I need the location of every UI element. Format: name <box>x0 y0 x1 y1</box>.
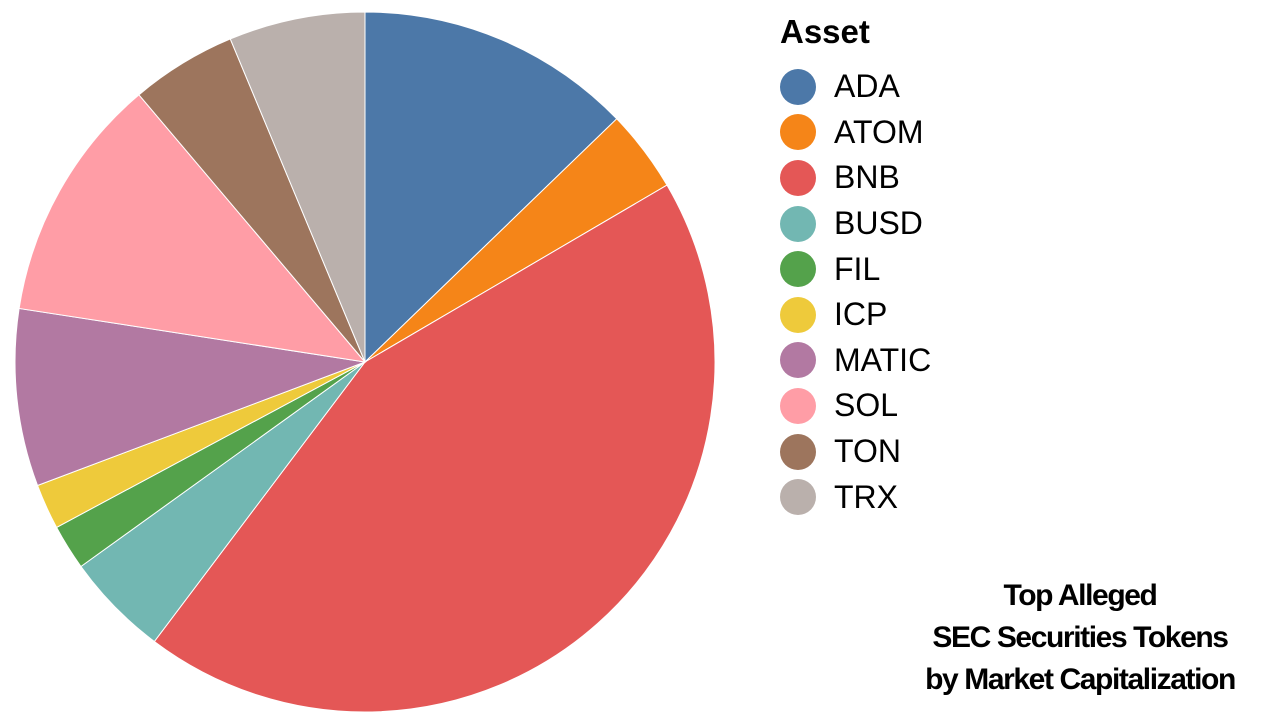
legend-swatch-matic <box>780 342 816 379</box>
legend-label-busd: BUSD <box>834 205 923 242</box>
legend-swatch-sol <box>780 387 816 424</box>
legend-swatch-atom <box>780 114 816 151</box>
legend-label-ton: TON <box>834 433 901 470</box>
legend-swatch-trx <box>780 479 816 516</box>
legend-label-sol: SOL <box>834 387 899 424</box>
legend-item-trx: TRX <box>780 474 1040 520</box>
legend-item-ton: TON <box>780 429 1040 475</box>
legend-label-ada: ADA <box>834 68 900 105</box>
legend-item-ada: ADA <box>780 64 1040 110</box>
legend-label-icp: ICP <box>834 296 888 333</box>
pie-slice-bnb <box>153 184 716 713</box>
legend-swatch-bnb <box>780 159 816 196</box>
legend-swatch-ton <box>780 433 816 470</box>
chart-title-line-2: SEC Securities Tokens <box>932 621 1229 654</box>
legend-item-bnb: BNB <box>780 155 1040 201</box>
pie-chart <box>14 11 716 713</box>
legend-item-atom: ATOM <box>780 110 1040 156</box>
legend-label-matic: MATIC <box>834 341 932 378</box>
legend-label-atom: ATOM <box>834 113 924 150</box>
legend-item-sol: SOL <box>780 383 1040 429</box>
pie-slice-trx <box>229 11 366 363</box>
legend-item-fil: FIL <box>780 246 1040 292</box>
legend-label-fil: FIL <box>834 250 881 287</box>
chart-title-line-3: by Market Capitalization <box>925 663 1236 696</box>
legend-title: Asset <box>780 13 870 50</box>
legend-item-icp: ICP <box>780 292 1040 338</box>
legend-item-matic: MATIC <box>780 338 1040 384</box>
legend: Asset ADA ATOM BNB BUSD FIL ICP MATIC SOL TON TRX <box>780 10 1040 520</box>
legend-label-trx: TRX <box>834 478 898 515</box>
legend-swatch-icp <box>780 296 816 333</box>
legend-swatch-ada <box>780 68 816 105</box>
legend-items: ADA ATOM BNB BUSD FIL ICP MATIC SOL TON TRX <box>780 64 1040 520</box>
pie-slice-matic <box>14 307 367 487</box>
legend-swatch-busd <box>780 205 816 242</box>
pie-slice-sol <box>18 94 367 363</box>
chart-title: Top Alleged SEC Securities Tokens by Mar… <box>900 575 1260 701</box>
pie-slice-ada <box>364 11 618 364</box>
chart-title-line-1: Top Alleged <box>1003 579 1158 612</box>
legend-label-bnb: BNB <box>834 159 900 196</box>
legend-item-busd: BUSD <box>780 201 1040 247</box>
legend-swatch-fil <box>780 251 816 288</box>
